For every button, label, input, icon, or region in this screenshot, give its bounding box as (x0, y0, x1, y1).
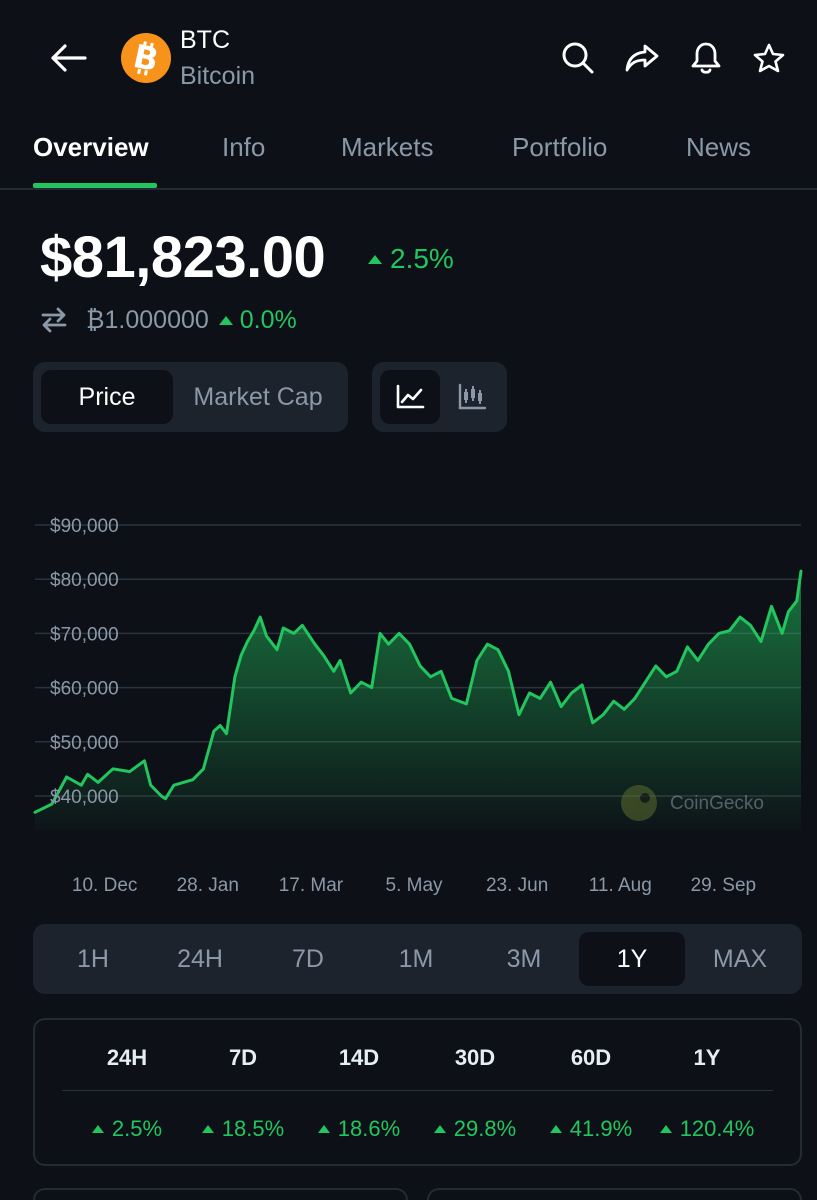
perf-change-value: 120.4% (679, 1116, 755, 1141)
x-tick-label: 28. Jan (177, 875, 239, 896)
y-tick-label: $80,000 (50, 570, 119, 591)
line-chart-button[interactable] (380, 370, 440, 424)
x-tick-label: 5. May (386, 875, 444, 896)
up-triangle-icon (91, 1125, 104, 1133)
tab-portfolio[interactable]: Portfolio (512, 132, 608, 162)
share-icon (625, 44, 659, 72)
search-icon (562, 42, 594, 74)
chart-metric-toggle: Price Market Cap (33, 362, 348, 432)
up-triangle-icon (368, 254, 382, 264)
btc-conversion-row: ₿1.000000 0.0% (40, 304, 297, 336)
alert-button[interactable] (684, 36, 728, 80)
star-icon (753, 43, 785, 73)
perf-change-30d: 29.8% (415, 1116, 535, 1142)
range-max-button[interactable]: MAX (712, 944, 768, 973)
y-tick-label: $50,000 (50, 733, 119, 754)
watermark-text: CoinGecko (670, 793, 764, 814)
candlestick-chart-button[interactable] (442, 370, 502, 424)
x-tick-label: 17. Mar (279, 875, 344, 896)
tab-bar: Overview Info Markets Portfolio News (0, 110, 817, 190)
price-line (33, 569, 803, 814)
up-triangle-icon (218, 315, 233, 325)
tab-info[interactable]: Info (222, 132, 266, 162)
current-price: $81,823.00 (40, 225, 326, 290)
perf-period-24h: 24H (106, 1045, 148, 1070)
stats-card-right (427, 1188, 802, 1200)
perf-period-14d: 14D (338, 1045, 380, 1070)
market-cap-toggle-button[interactable]: Market Cap (193, 382, 323, 411)
perf-period-1y: 1Y (693, 1045, 721, 1070)
y-tick-label: $60,000 (50, 679, 119, 700)
up-triangle-icon (549, 1125, 562, 1133)
range-1h-button[interactable]: 1H (77, 944, 109, 973)
y-tick-label: $40,000 (50, 787, 119, 808)
up-triangle-icon (433, 1125, 446, 1133)
y-tick-label: $90,000 (50, 516, 119, 537)
tab-overview[interactable]: Overview (33, 132, 149, 162)
candlestick-chart-icon (458, 383, 487, 410)
line-chart-icon (396, 384, 425, 409)
active-tab-indicator (33, 183, 157, 188)
price-change-value: 2.5% (390, 243, 454, 274)
back-arrow-icon (51, 44, 87, 72)
range-7d-button[interactable]: 7D (292, 944, 324, 973)
range-24h-button[interactable]: 24H (177, 944, 223, 973)
perf-divider (62, 1090, 773, 1091)
y-tick-label: $70,000 (50, 624, 119, 645)
performance-table: 24H 7D 14D 30D 60D 1Y 2.5% 18.5% 18.6% 2… (33, 1018, 802, 1166)
perf-change-value: 2.5% (111, 1116, 163, 1141)
perf-change-value: 18.6% (337, 1116, 401, 1141)
perf-change-24h: 2.5% (67, 1116, 187, 1142)
time-range-selector: 1H 24H 7D 1M 3M 1Y MAX (33, 924, 802, 994)
coingecko-watermark: CoinGecko (621, 785, 764, 821)
back-button[interactable] (46, 36, 90, 80)
swap-icon (40, 307, 68, 333)
chart-style-toggle (372, 362, 507, 432)
tab-news[interactable]: News (686, 132, 752, 162)
perf-period-30d: 30D (454, 1045, 496, 1070)
btc-change: 0.0% (218, 305, 297, 335)
perf-change-value: 41.9% (569, 1116, 633, 1141)
x-tick-label: 11. Aug (589, 875, 652, 896)
perf-period-7d: 7D (228, 1045, 258, 1070)
header: B BTC Bitcoin (0, 0, 817, 110)
perf-change-1y: 120.4% (647, 1116, 767, 1142)
btc-value: ₿1.000000 (86, 305, 209, 334)
up-triangle-icon (317, 1125, 330, 1133)
btc-change-value: 0.0% (239, 305, 297, 334)
search-button[interactable] (556, 36, 600, 80)
perf-change-value: 18.5% (221, 1116, 285, 1141)
coin-symbol: BTC (180, 26, 230, 54)
bitcoin-logo-icon: B (121, 33, 171, 83)
coin-name: Bitcoin (180, 62, 256, 90)
stats-card-left (33, 1188, 408, 1200)
price-area (35, 571, 801, 830)
x-tick-label: 23. Jun (486, 875, 548, 896)
range-1m-button[interactable]: 1M (398, 944, 434, 973)
x-tick-label: 29. Sep (691, 875, 757, 896)
watchlist-button[interactable] (747, 36, 791, 80)
up-triangle-icon (201, 1125, 214, 1133)
x-tick-label: 10. Dec (72, 875, 137, 896)
tab-markets[interactable]: Markets (341, 132, 434, 162)
perf-change-60d: 41.9% (531, 1116, 651, 1142)
up-triangle-icon (659, 1125, 672, 1133)
price-chart[interactable]: $90,000 $80,000 $70,000 $60,000 $50,000 $40,0… (0, 500, 817, 910)
perf-change-value: 29.8% (453, 1116, 517, 1141)
range-1y-button[interactable]: 1Y (579, 932, 685, 986)
perf-period-60d: 60D (570, 1045, 612, 1070)
price-toggle-button[interactable]: Price (41, 370, 173, 424)
perf-change-14d: 18.6% (299, 1116, 419, 1142)
perf-change-7d: 18.5% (183, 1116, 303, 1142)
share-button[interactable] (620, 36, 664, 80)
price-change: 2.5% (368, 243, 454, 275)
range-3m-button[interactable]: 3M (506, 944, 542, 973)
bell-icon (691, 42, 721, 74)
